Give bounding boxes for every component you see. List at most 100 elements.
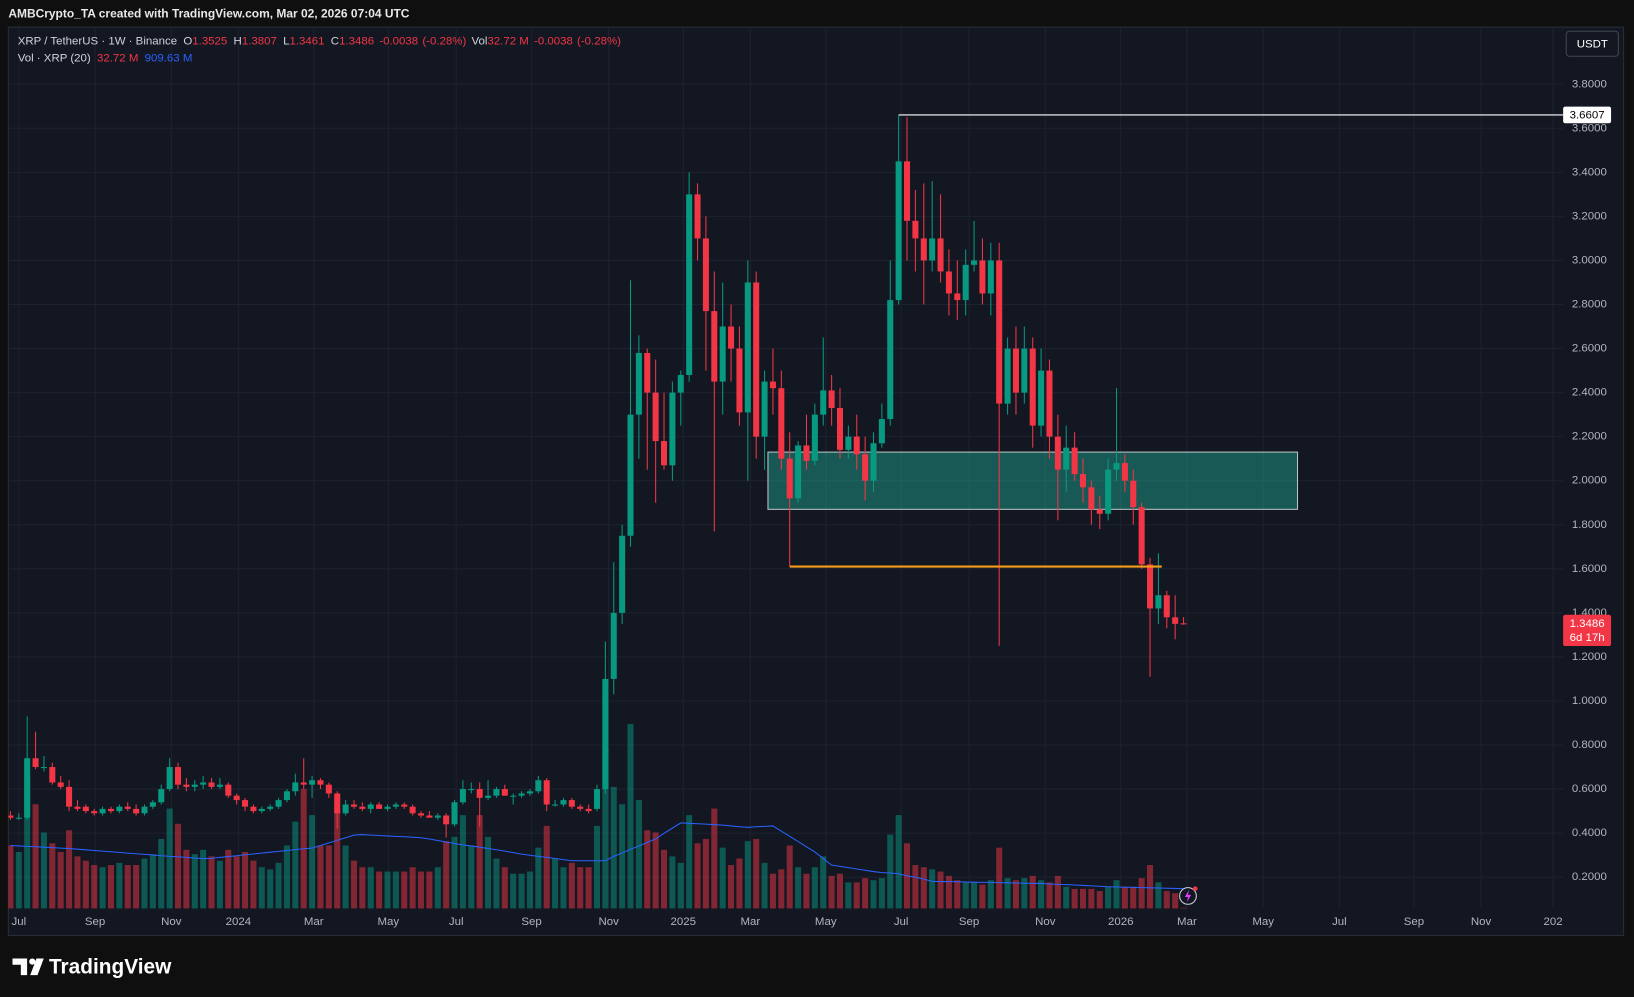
volume-bar (1172, 893, 1179, 909)
volume-bar (895, 815, 902, 909)
volume-bar (878, 878, 885, 909)
candle-body (1012, 348, 1019, 393)
volume-bar (753, 838, 760, 909)
volume-bar (979, 884, 986, 909)
volume-bar (8, 845, 14, 909)
last-price-label: 1.3486 (1570, 618, 1605, 630)
y-tick-label: 1.4000 (1572, 607, 1607, 619)
y-tick-label: 3.0000 (1572, 254, 1607, 266)
volume-bar (401, 871, 408, 909)
volume-bar (1121, 886, 1128, 909)
candle-body (1155, 595, 1162, 609)
volume-bar (862, 878, 869, 909)
candle-body (1163, 595, 1170, 618)
currency-button-frame[interactable] (1565, 30, 1619, 57)
candle-body (786, 458, 793, 499)
candle-body (895, 161, 902, 301)
volume-bar (769, 873, 776, 909)
candle-body (920, 238, 927, 261)
x-tick-label: Jul (894, 916, 909, 928)
x-tick-label: 202 (1544, 916, 1563, 928)
candle-body (1147, 564, 1154, 609)
volume-bar (1180, 907, 1187, 909)
candle-body (459, 789, 466, 803)
volume-bar (166, 808, 173, 909)
x-tick-label: May (815, 916, 837, 928)
y-tick-label: 3.4000 (1572, 166, 1607, 178)
volume-bar (426, 871, 433, 909)
volume-bar (183, 849, 190, 909)
candle-body (74, 806, 81, 809)
volume-bar (57, 851, 64, 909)
candle-body (1079, 474, 1087, 488)
candle-body (1029, 348, 1036, 426)
volume-bar (275, 862, 282, 909)
candle-body (267, 806, 274, 809)
volume-bar (317, 845, 324, 909)
volume-bar (644, 830, 651, 909)
candle-body (292, 782, 299, 792)
candle-body (401, 804, 408, 807)
volume-bar (610, 786, 617, 909)
candle-body (878, 419, 885, 444)
candle-body (8, 815, 14, 818)
candle-body (711, 311, 718, 382)
candle-body (1138, 507, 1145, 565)
legend-text: 909.63 M (145, 52, 193, 64)
y-tick-label: 2.4000 (1572, 387, 1607, 399)
volume-bar (845, 882, 852, 909)
volume-bar (82, 860, 89, 909)
legend-text: 1.3486 (339, 36, 374, 48)
candle-body (1088, 487, 1095, 510)
volume-bar (987, 880, 994, 909)
volume-bar (778, 869, 785, 909)
candle-body (325, 784, 332, 794)
candle-body (275, 800, 282, 807)
currency-button[interactable]: USDT (1565, 30, 1619, 57)
candle-body (191, 784, 198, 787)
candle-body (1038, 370, 1045, 426)
candle-body (518, 793, 525, 796)
y-tick-label: 2.0000 (1572, 475, 1607, 487)
volume-bar (225, 849, 232, 909)
candle-body (1004, 348, 1011, 404)
volume-bar (233, 856, 240, 909)
candle-body (610, 612, 617, 679)
volume-bar (468, 845, 475, 909)
candle-body (350, 804, 357, 807)
volume-bar (376, 871, 383, 909)
candle-body (476, 789, 483, 798)
volume-bar (1071, 888, 1078, 909)
candle-body (560, 800, 567, 805)
candle-body (367, 804, 374, 809)
candle-body (376, 804, 383, 809)
x-tick-label: Nov (161, 916, 182, 928)
x-tick-label: Nov (1035, 916, 1056, 928)
volume-bar (350, 860, 357, 909)
candle-body (761, 381, 768, 437)
volume-bar (920, 867, 927, 909)
volume-bar (208, 856, 215, 909)
x-tick-label: Jul (11, 916, 26, 928)
candle-body (954, 293, 961, 301)
candle-body (91, 811, 98, 814)
volume-bar (1012, 880, 1019, 909)
volume-bar (1054, 875, 1061, 909)
currency-label[interactable]: USDT (1577, 38, 1608, 50)
candle-body (66, 786, 73, 807)
chart-panel (7, 26, 1625, 937)
volume-bar (124, 865, 131, 909)
candle-body (300, 782, 307, 785)
x-tick-label: Sep (1404, 916, 1424, 928)
candle-body (526, 791, 533, 794)
legend-text: 32.72 M (97, 52, 138, 64)
y-tick-label: 3.2000 (1572, 210, 1607, 222)
candle-body (719, 326, 726, 382)
last-price-tag (1563, 614, 1612, 647)
volume-bar (200, 849, 207, 909)
volume-bar (602, 747, 609, 909)
alert-icon[interactable] (1179, 886, 1198, 905)
volume-ma-line (10, 822, 1184, 890)
candle-body (937, 238, 944, 272)
candle-body (208, 782, 215, 787)
